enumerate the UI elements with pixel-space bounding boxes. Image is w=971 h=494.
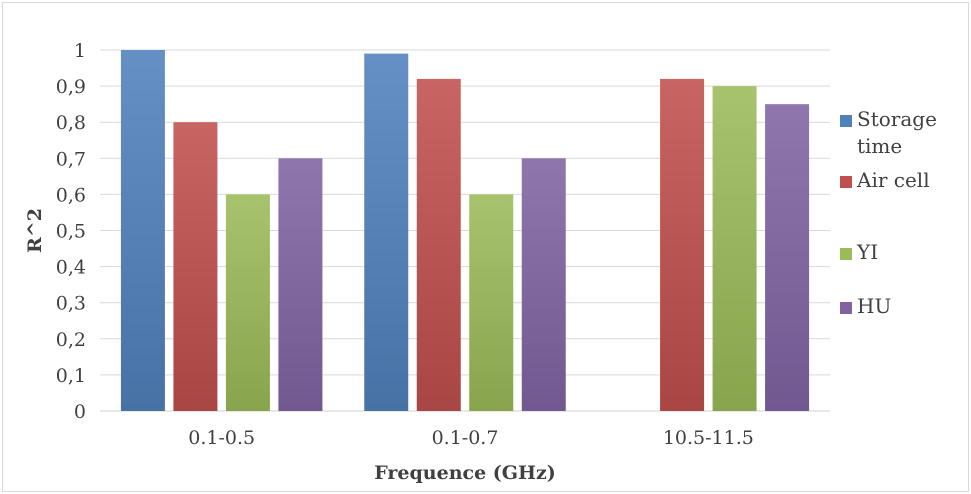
y-tick-label: 0,8: [56, 112, 86, 134]
y-tick-label: 0,3: [56, 293, 86, 315]
legend-label: YI: [856, 240, 878, 264]
y-tick-label: 0,6: [56, 184, 86, 206]
y-tick-label: 0,4: [56, 257, 86, 279]
y-tick-label: 0,5: [56, 221, 86, 243]
x-axis-ticks: 0.1-0.5 0.1-0.7 10.5-11.5: [188, 427, 754, 449]
bar-yi-2: [469, 194, 514, 411]
bar-storage-time-2: [364, 53, 409, 412]
bar-air-cell-2: [416, 78, 461, 411]
bar-yi-1: [225, 194, 270, 411]
y-axis-title: R^2: [24, 208, 46, 253]
legend-swatch: [840, 176, 852, 188]
y-axis-ticks: 0 0,1 0,2 0,3 0,4 0,5 0,6 0,7 0,8 0,9 1: [56, 40, 86, 423]
legend-swatch: [840, 302, 852, 314]
bar-air-cell-3: [660, 78, 705, 411]
gridlines: [100, 49, 830, 412]
bar-hu-3: [765, 104, 810, 412]
x-tick-label: 0.1-0.7: [432, 427, 499, 449]
bar-air-cell-1: [173, 122, 218, 411]
y-tick-label: 0,2: [56, 329, 86, 351]
legend-label: Storage time: [857, 107, 937, 158]
legend-label: Air cell: [856, 168, 930, 192]
y-tick-label: 0,1: [56, 365, 86, 387]
x-tick-label: 10.5-11.5: [663, 427, 754, 449]
x-tick-label: 0.1-0.5: [188, 427, 255, 449]
bars: [120, 50, 810, 412]
y-tick-label: 0,9: [56, 76, 86, 98]
y-tick-label: 0,7: [56, 148, 86, 170]
bar-storage-time-1: [120, 50, 165, 411]
bar-yi-3: [712, 86, 757, 411]
legend: Storage time Air cell YI HU: [840, 107, 937, 318]
legend-label: HU: [857, 294, 891, 318]
legend-swatch: [840, 248, 852, 260]
bar-hu-2: [521, 158, 566, 411]
legend-swatch: [840, 115, 852, 127]
y-tick-label: 1: [74, 40, 86, 62]
bar-hu-1: [278, 158, 323, 411]
x-axis-title: Frequence (GHz): [374, 462, 555, 484]
y-tick-label: 0: [74, 401, 86, 423]
